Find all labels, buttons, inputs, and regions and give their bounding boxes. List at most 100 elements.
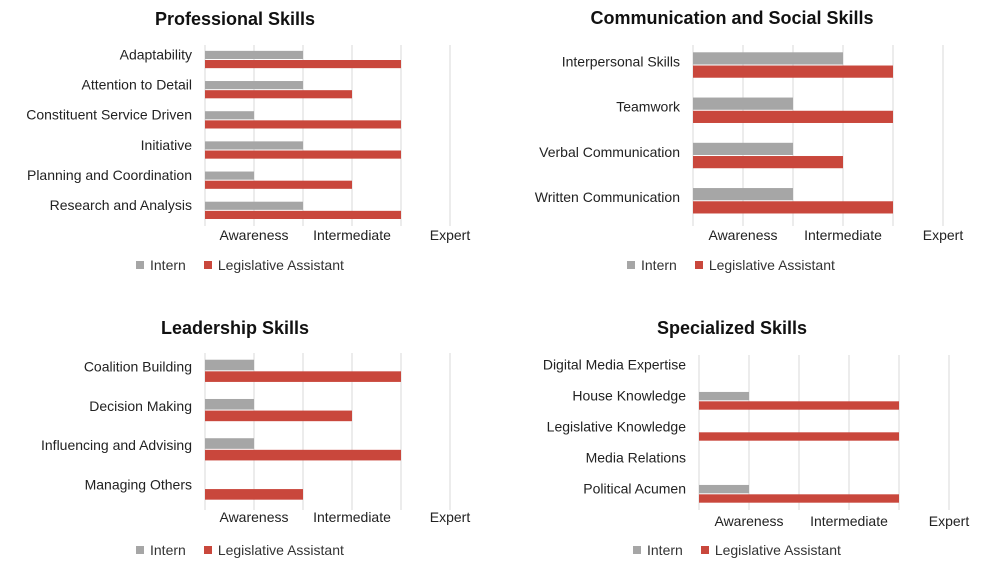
legend-label: Intern (150, 542, 186, 558)
bar-assistant (205, 449, 401, 461)
chart-title: Specialized Skills (656, 318, 808, 338)
bar-assistant (693, 156, 843, 169)
category-label: Managing Others (85, 476, 192, 492)
chart-legend: Intern Legislative Assistant (136, 257, 362, 273)
legend-item-assistant: Legislative Assistant (694, 257, 835, 273)
bar-intern (693, 97, 793, 110)
chart-panel-leadership: Leadership Skills Coalition Building Deci… (0, 283, 470, 566)
category-label: Legislative Knowledge (547, 419, 687, 435)
tick-label: Intermediate (313, 227, 391, 243)
legend-label: Legislative Assistant (217, 257, 344, 273)
category-label: Constituent Service Driven (26, 107, 192, 123)
chart-panel-professional: Professional Skills Adaptability Attentio… (0, 0, 470, 283)
legend-swatch-intern (627, 261, 635, 269)
bar-assistant (699, 494, 899, 503)
legend-item-assistant: Legislative Assistant (700, 542, 841, 558)
tick-label: Expert (923, 227, 964, 243)
bar-chart: Interpersonal Skills Teamwork Verbal Commu… (535, 45, 964, 243)
bar-intern (205, 111, 254, 120)
bar-chart: Coalition Building Decision Making Influen… (41, 353, 471, 525)
bar-intern (693, 188, 793, 201)
legend-swatch-assistant (203, 546, 212, 554)
legend-item-intern: Intern (136, 257, 186, 273)
category-label: Political Acumen (583, 481, 686, 497)
category-label: Media Relations (586, 450, 686, 466)
bar-assistant (205, 210, 401, 219)
bar-intern (205, 359, 254, 371)
bar-assistant (205, 489, 303, 500)
legend-label: Intern (647, 542, 683, 558)
bar-intern (205, 141, 303, 150)
chart-title: Communication and Social Skills (590, 8, 874, 28)
legend-swatch-intern (633, 546, 641, 554)
bar-assistant (693, 65, 893, 78)
tick-label: Intermediate (804, 227, 882, 243)
bar-assistant (205, 150, 401, 159)
legend-item-intern: Intern (627, 257, 677, 273)
bar-intern (205, 81, 303, 90)
legend-label: Legislative Assistant (708, 257, 835, 273)
bar-assistant (699, 432, 899, 441)
category-label: Teamwork (616, 99, 681, 115)
legend-item-assistant: Legislative Assistant (203, 542, 344, 558)
legend-item-intern: Intern (136, 542, 186, 558)
bar-assistant (205, 371, 401, 382)
chart-legend: Intern Legislative Assistant (136, 542, 362, 558)
legend-swatch-intern (136, 546, 144, 554)
bar-chart: Adaptability Attention to Detail Constitue… (26, 45, 471, 243)
legend-swatch-assistant (700, 546, 709, 554)
legend-label: Legislative Assistant (714, 542, 841, 558)
category-label: Written Communication (535, 189, 680, 205)
tick-label: Awareness (219, 227, 288, 243)
tick-label: Expert (929, 513, 970, 529)
bar-intern (699, 484, 749, 494)
category-label: Coalition Building (84, 359, 192, 375)
tick-label: Awareness (714, 513, 783, 529)
bar-intern (205, 50, 303, 60)
bar-assistant (205, 120, 401, 129)
category-label: House Knowledge (572, 388, 686, 404)
bar-assistant (205, 60, 401, 69)
chart-title: Professional Skills (154, 9, 316, 29)
bar-intern (699, 391, 749, 401)
bar-intern (205, 201, 303, 210)
bar-intern (205, 438, 254, 449)
chart-legend: Intern Legislative Assistant (627, 257, 853, 273)
bar-intern (693, 52, 843, 65)
legend-swatch-assistant (694, 261, 703, 269)
bar-assistant (205, 90, 352, 99)
bar-assistant (699, 401, 899, 410)
legend-swatch-intern (136, 261, 144, 269)
bar-intern (205, 171, 254, 180)
category-label: Research and Analysis (50, 197, 192, 213)
legend-item-intern: Intern (633, 542, 683, 558)
category-label: Planning and Coordination (27, 167, 192, 183)
chart-legend: Intern Legislative Assistant (633, 542, 859, 558)
bar-assistant (693, 110, 893, 123)
bar-intern (693, 142, 793, 156)
legend-item-assistant: Legislative Assistant (203, 257, 344, 273)
tick-label: Awareness (219, 509, 288, 525)
chart-panel-communication: Communication and Social Skills Interper… (487, 0, 977, 283)
legend-label: Intern (150, 257, 186, 273)
bar-assistant (693, 201, 893, 214)
category-label: Verbal Communication (539, 144, 680, 160)
tick-label: Expert (430, 227, 471, 243)
bar-assistant (205, 180, 352, 189)
tick-label: Intermediate (313, 509, 391, 525)
tick-label: Awareness (708, 227, 777, 243)
category-label: Decision Making (89, 398, 192, 414)
bar-assistant (205, 410, 352, 422)
tick-label: Intermediate (810, 513, 888, 529)
category-label: Influencing and Advising (41, 437, 192, 453)
chart-title: Leadership Skills (160, 318, 310, 338)
category-label: Attention to Detail (81, 76, 192, 92)
category-label: Digital Media Expertise (543, 357, 686, 373)
tick-label: Expert (430, 509, 471, 525)
category-label: Adaptability (120, 46, 192, 62)
legend-swatch-assistant (203, 261, 212, 269)
bar-chart: Digital Media Expertise House Knowledge Le… (543, 355, 970, 529)
category-label: Initiative (141, 137, 193, 153)
category-label: Interpersonal Skills (562, 53, 680, 69)
chart-panel-specialized: Specialized Skills Digital Media Experti… (487, 283, 977, 566)
